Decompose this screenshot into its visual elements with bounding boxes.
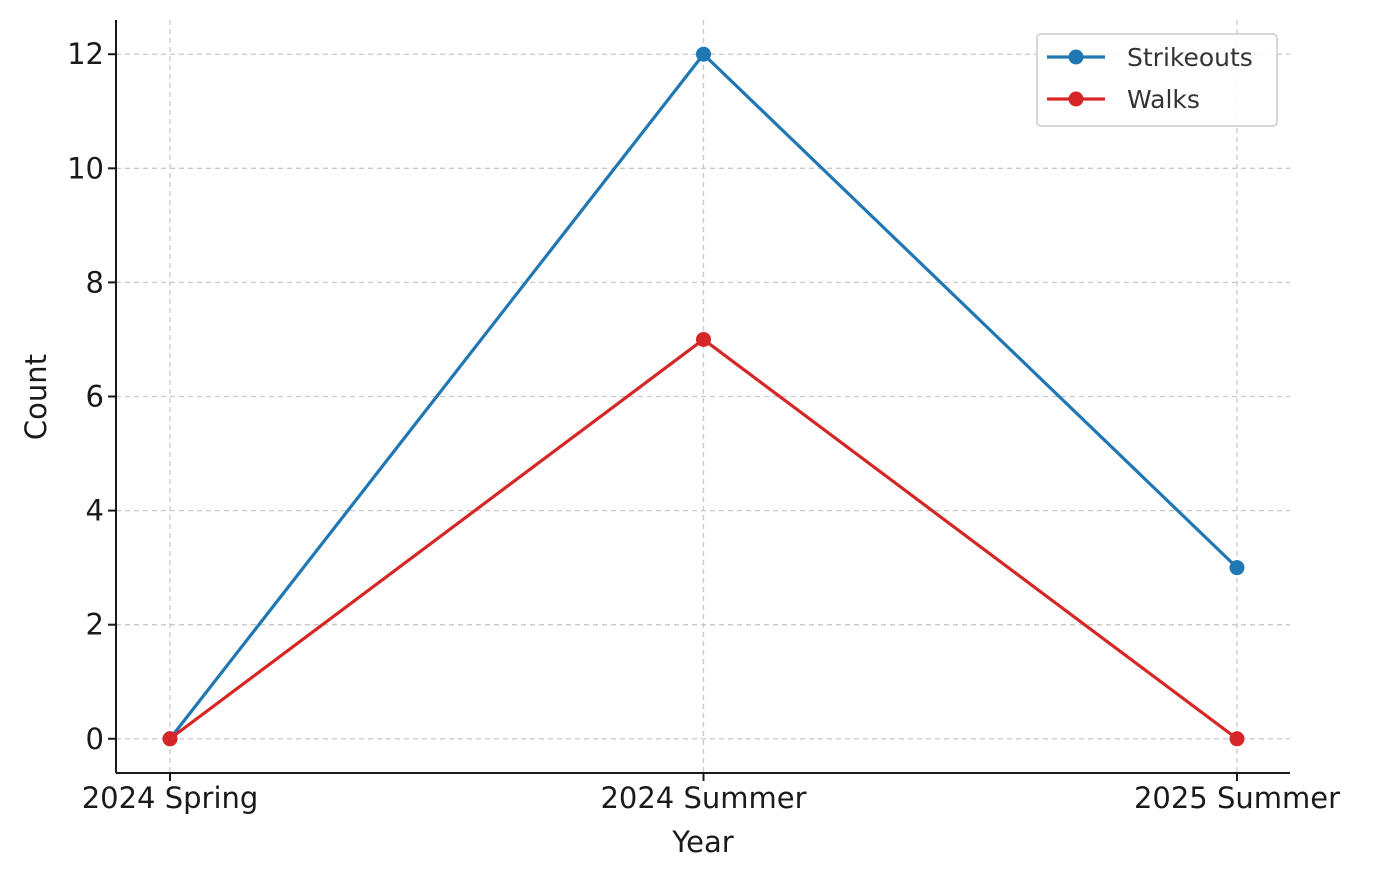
x-ticks: 2024 Spring 2024 Summer 2025 Summer [82,773,1340,815]
data-point-walks [162,731,178,747]
x-tick-label: 2025 Summer [1134,781,1340,815]
x-tick-label: 2024 Spring [82,781,259,815]
x-tick-label: 2024 Summer [600,781,806,815]
data-point-strikeouts [696,46,711,62]
y-axis-title: Count [19,354,53,440]
data-point-strikeouts [1229,560,1245,576]
data-point-walks [696,331,711,347]
y-tick-label: 4 [86,494,104,528]
legend-label-walks: Walks [1127,85,1200,114]
legend-label-strikeouts: Strikeouts [1127,43,1253,72]
y-tick-label: 12 [67,37,104,71]
grid [116,20,1290,773]
y-tick-label: 2 [86,608,104,642]
series-layer [162,46,1245,747]
y-tick-label: 10 [67,151,104,185]
legend: Strikeouts Walks [1036,33,1278,127]
data-point-walks [1229,731,1245,747]
y-tick-label: 0 [86,722,104,756]
y-tick-label: 6 [86,380,104,414]
legend-marker-strikeouts [1068,49,1084,65]
legend-marker-walks [1068,91,1084,107]
x-axis-title: Year [671,825,733,859]
y-tick-label: 8 [86,265,104,299]
y-ticks: 0 2 4 6 8 10 12 [67,37,116,756]
